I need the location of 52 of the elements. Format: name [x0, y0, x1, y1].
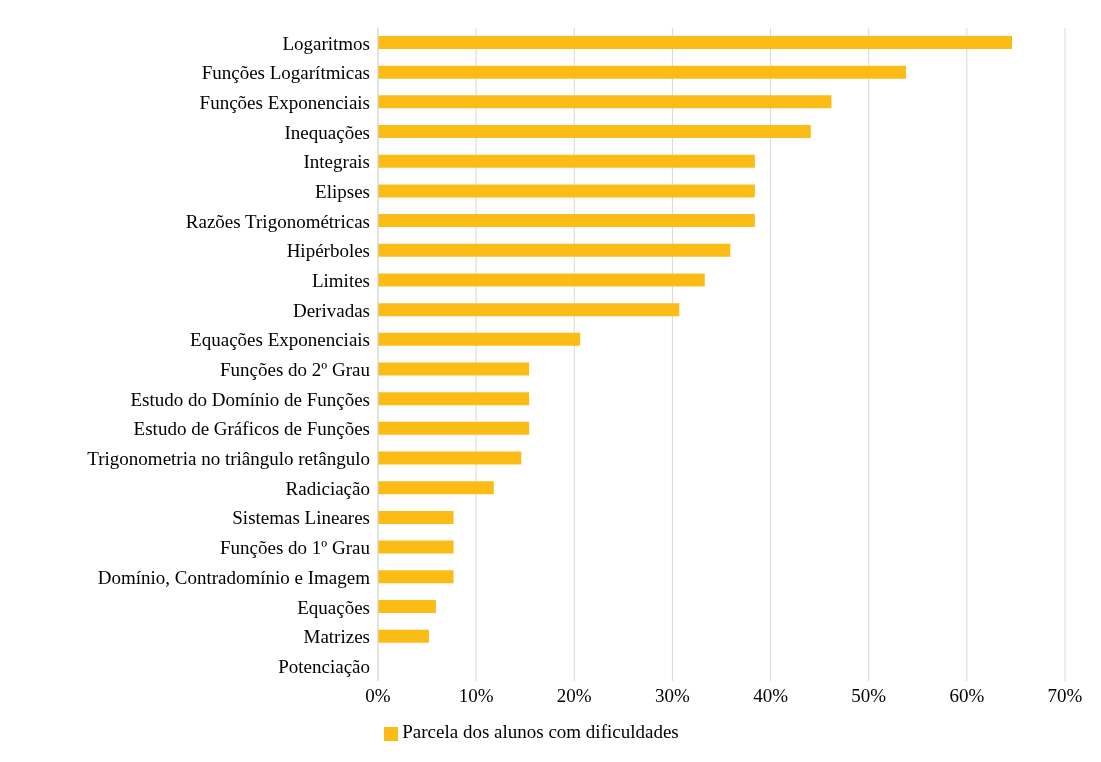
x-tick-label: 60% — [949, 685, 985, 707]
y-tick-label: Razões Trigonométricas — [185, 210, 370, 232]
y-tick-label: Logaritmos — [282, 32, 370, 54]
y-tick-label: Hipérboles — [286, 240, 370, 262]
x-tick-label: 20% — [556, 685, 592, 707]
bar — [378, 154, 755, 168]
y-tick-label: Inequações — [284, 121, 370, 143]
y-tick-label: Matrizes — [303, 626, 370, 648]
y-tick-label: Sistemas Lineares — [232, 507, 370, 529]
y-tick-label: Trigonometria no triângulo retângulo — [87, 448, 370, 470]
bar — [378, 273, 705, 287]
y-tick-label: Limites — [311, 270, 370, 292]
y-tick-label: Funções Logarítmicas — [201, 62, 370, 84]
y-tick-label: Equações — [297, 596, 370, 618]
y-tick-label: Estudo do Domínio de Funções — [130, 388, 370, 410]
bar — [378, 599, 436, 613]
bar — [378, 95, 832, 109]
bar — [378, 481, 494, 495]
y-tick-label: Equações Exponenciais — [190, 329, 370, 351]
bar — [378, 303, 680, 317]
bar — [378, 421, 530, 435]
y-tick-label: Elipses — [315, 180, 370, 202]
x-tick-label: 30% — [655, 685, 691, 707]
y-tick-label: Derivadas — [292, 299, 370, 321]
bar — [378, 125, 811, 139]
y-tick-label: Radiciação — [285, 477, 370, 499]
x-tick-label: 10% — [458, 685, 494, 707]
x-tick-label: 40% — [753, 685, 789, 707]
bar — [378, 36, 1012, 49]
bar — [378, 184, 755, 198]
bar — [378, 362, 530, 376]
bar — [378, 629, 430, 643]
x-tick-label: 50% — [851, 685, 887, 707]
bar — [378, 332, 581, 346]
y-tick-label: Funções do 2º Grau — [220, 359, 371, 381]
x-tick-label: 70% — [1047, 685, 1083, 707]
bar — [378, 243, 731, 257]
bar — [378, 510, 454, 524]
y-tick-label: Estudo de Gráficos de Funções — [133, 418, 370, 440]
y-tick-label: Integrais — [303, 151, 370, 173]
y-tick-label: Potenciação — [278, 655, 370, 677]
bar — [378, 570, 454, 584]
bar — [378, 65, 907, 79]
y-tick-label: Funções Exponenciais — [199, 91, 370, 113]
legend-label: Parcela dos alunos com dificuldades — [402, 721, 679, 742]
bar — [378, 392, 530, 406]
bar — [378, 214, 755, 228]
x-tick-label: 0% — [365, 685, 391, 707]
y-tick-label: Domínio, Contradomínio e Imagem — [97, 566, 371, 588]
y-tick-label: Funções do 1º Grau — [220, 537, 371, 559]
bar — [378, 540, 454, 554]
bar — [378, 451, 522, 465]
